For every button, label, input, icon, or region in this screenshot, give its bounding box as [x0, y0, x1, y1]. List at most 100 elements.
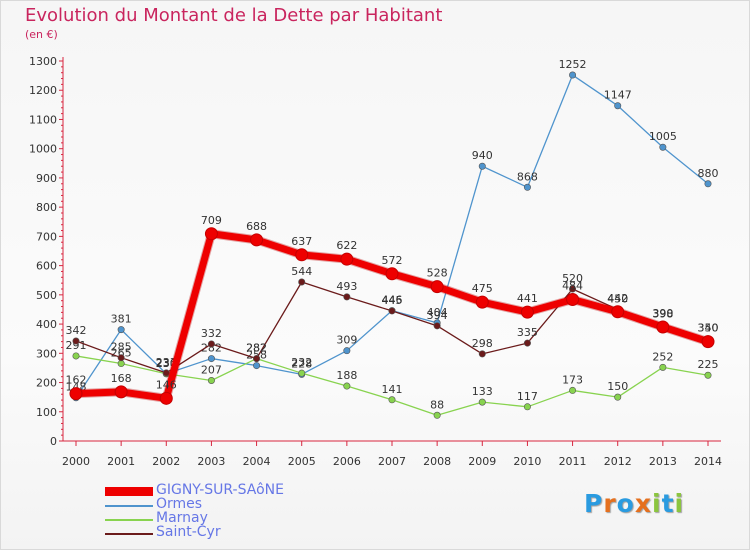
y-tick-label: 800: [36, 201, 57, 214]
data-label: 637: [291, 235, 312, 248]
data-label: 298: [472, 337, 493, 350]
legend-item: Saint-Cyr: [105, 524, 365, 540]
data-label: 225: [698, 358, 719, 371]
data-label: 282: [246, 342, 267, 355]
y-tick-label: 1300: [29, 55, 57, 68]
y-tick-label: 100: [36, 406, 57, 419]
data-label: 146: [156, 378, 177, 391]
data-point: [204, 227, 218, 241]
data-point: [523, 339, 531, 347]
logo-letter: r: [603, 489, 617, 518]
data-label: 340: [698, 322, 719, 335]
data-point: [478, 398, 486, 406]
data-point: [475, 295, 489, 309]
data-label: 168: [111, 372, 132, 385]
y-tick-label: 900: [36, 172, 57, 185]
legend-swatch: [105, 519, 153, 521]
data-label: 88: [430, 398, 444, 411]
data-point: [253, 355, 261, 363]
logo-letter: x: [634, 489, 652, 518]
x-tick-label: 2012: [604, 455, 632, 468]
x-tick-label: 2007: [378, 455, 406, 468]
data-label: 141: [382, 383, 403, 396]
data-label: 475: [472, 282, 493, 295]
data-label: 1147: [604, 89, 632, 102]
data-point: [520, 305, 534, 319]
x-tick-label: 2004: [243, 455, 271, 468]
x-tick-label: 2009: [468, 455, 496, 468]
legend: GIGNY-SUR-SAôNE Ormes Marnay Saint-Cyr: [105, 482, 365, 540]
y-tick-label: 1200: [29, 84, 57, 97]
x-tick-label: 2001: [107, 455, 135, 468]
data-label: 709: [201, 214, 222, 227]
data-label: 622: [336, 239, 357, 252]
x-tick-label: 2011: [559, 455, 587, 468]
logo-letter: P: [584, 489, 604, 518]
data-label: 350: [698, 322, 719, 335]
data-label: 309: [336, 334, 357, 347]
legend-item: Marnay: [105, 510, 365, 526]
data-label: 446: [382, 294, 403, 307]
data-label: 450: [607, 292, 628, 305]
data-point: [388, 396, 396, 404]
x-tick-label: 2002: [152, 455, 180, 468]
data-label: 252: [652, 350, 673, 363]
logo-letter: i: [652, 489, 662, 518]
data-point: [569, 71, 577, 79]
data-label: 445: [382, 294, 403, 307]
data-label: 381: [111, 313, 132, 326]
data-point: [704, 371, 712, 379]
data-point: [433, 322, 441, 330]
x-tick-label: 2014: [694, 455, 722, 468]
data-point: [343, 347, 351, 355]
legend-label: Saint-Cyr: [156, 524, 221, 540]
series-line: [75, 74, 709, 399]
data-label: 233: [156, 356, 177, 369]
y-tick-label: 700: [36, 230, 57, 243]
data-label: 282: [201, 342, 222, 355]
data-point: [611, 305, 625, 319]
chart-title: Evolution du Montant de la Dette par Hab…: [25, 5, 443, 26]
data-label: 285: [111, 341, 132, 354]
x-tick-label: 2005: [288, 455, 316, 468]
data-point: [569, 386, 577, 394]
data-point: [253, 362, 261, 370]
data-label: 442: [607, 292, 628, 305]
data-point: [117, 354, 125, 362]
data-point: [478, 162, 486, 170]
data-point: [614, 393, 622, 401]
data-label: 441: [517, 292, 538, 305]
data-label: 398: [652, 308, 673, 321]
data-label: 1252: [559, 58, 587, 71]
data-point: [72, 352, 80, 360]
y-tick-label: 0: [50, 435, 57, 448]
legend-label: GIGNY-SUR-SAôNE: [156, 482, 284, 498]
data-label: 404: [427, 306, 448, 319]
y-tick-label: 200: [36, 377, 57, 390]
data-label: 342: [66, 324, 87, 337]
data-label: 1005: [649, 130, 677, 143]
data-point: [523, 403, 531, 411]
data-label: 282: [246, 342, 267, 355]
y-tick-label: 300: [36, 347, 57, 360]
data-point: [704, 180, 712, 188]
data-label: 228: [291, 357, 312, 370]
data-point: [433, 411, 441, 419]
data-label: 150: [607, 380, 628, 393]
chart-unit-label: (en €): [25, 28, 58, 41]
data-point: [566, 293, 580, 307]
data-label: 162: [66, 374, 87, 387]
data-label: 188: [336, 369, 357, 382]
y-tick-label: 1100: [29, 113, 57, 126]
x-tick-label: 2000: [62, 455, 90, 468]
data-point: [207, 376, 215, 384]
data-point: [114, 385, 128, 399]
data-point: [298, 369, 306, 377]
y-tick-label: 1000: [29, 143, 57, 156]
data-point: [207, 355, 215, 363]
data-label: 868: [517, 170, 538, 183]
x-tick-label: 2008: [423, 455, 451, 468]
proxiti-logo: Proxiti: [584, 489, 684, 518]
